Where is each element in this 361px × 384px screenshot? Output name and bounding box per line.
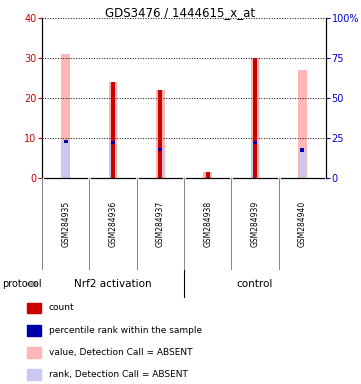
Bar <box>110 143 116 178</box>
Bar <box>156 90 165 178</box>
Text: Nrf2 activation: Nrf2 activation <box>74 279 152 289</box>
Bar <box>158 147 162 151</box>
Text: rank, Detection Call = ABSENT: rank, Detection Call = ABSENT <box>49 370 188 379</box>
Bar <box>62 141 69 178</box>
Bar <box>111 141 115 144</box>
Bar <box>251 58 259 178</box>
Bar <box>109 82 117 178</box>
Bar <box>61 54 70 178</box>
Bar <box>298 70 306 178</box>
Bar <box>157 149 164 178</box>
Bar <box>253 58 257 178</box>
Bar <box>158 90 162 178</box>
Bar <box>300 148 304 152</box>
Text: percentile rank within the sample: percentile rank within the sample <box>49 326 202 335</box>
Text: value, Detection Call = ABSENT: value, Detection Call = ABSENT <box>49 348 192 357</box>
Text: GSM284939: GSM284939 <box>251 201 260 247</box>
Text: GSM284935: GSM284935 <box>61 201 70 247</box>
Bar <box>252 143 258 178</box>
Bar <box>111 82 115 178</box>
Text: control: control <box>237 279 273 289</box>
Bar <box>253 141 257 144</box>
Text: GSM284937: GSM284937 <box>156 201 165 247</box>
Text: count: count <box>49 303 74 313</box>
Text: GDS3476 / 1444615_x_at: GDS3476 / 1444615_x_at <box>105 6 256 19</box>
Bar <box>203 172 212 178</box>
Text: GSM284936: GSM284936 <box>109 201 117 247</box>
Text: GSM284940: GSM284940 <box>298 201 307 247</box>
Bar <box>206 172 209 178</box>
Bar <box>64 140 68 143</box>
Text: protocol: protocol <box>2 279 42 289</box>
Text: GSM284938: GSM284938 <box>203 201 212 247</box>
Bar <box>299 150 305 178</box>
